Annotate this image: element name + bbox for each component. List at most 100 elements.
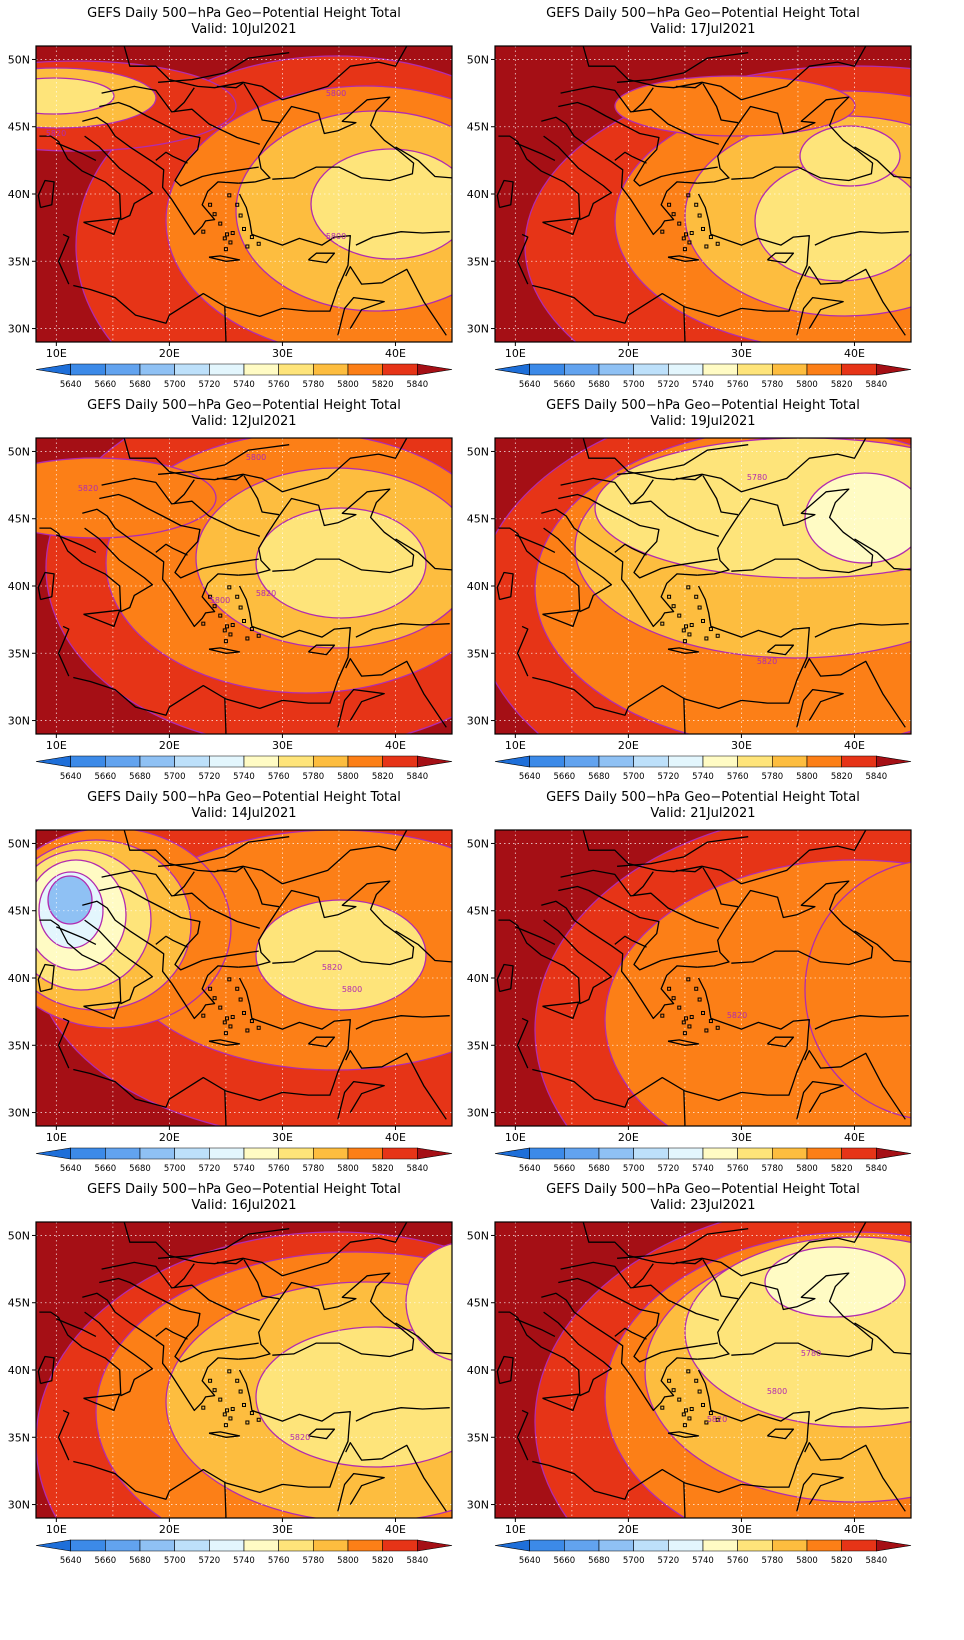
lon-tick-label: 40E [385, 1131, 406, 1144]
coastline [697, 96, 874, 184]
coastline [854, 930, 911, 963]
colorbar-swatch [841, 363, 877, 376]
lat-tick-label: 35N [8, 1039, 30, 1052]
coastline [208, 647, 241, 654]
colorbar-swatch [876, 363, 912, 376]
coastline [83, 1001, 121, 1020]
island [660, 1013, 665, 1018]
colorbar-tick-label: 5720 [658, 1164, 680, 1174]
height-field: 5800 5800 5820 [36, 46, 452, 342]
contour-band [310, 148, 452, 260]
colorbar-swatch [841, 1539, 877, 1552]
colorbar-swatch [564, 755, 600, 768]
island [697, 213, 702, 218]
colorbar-tick-label: 5820 [831, 380, 853, 390]
coastline [667, 1039, 700, 1046]
coastline [675, 1257, 704, 1265]
coastline [617, 836, 749, 867]
lon-tick-label: 10E [46, 347, 67, 360]
coastline [216, 1257, 245, 1265]
island [225, 1408, 230, 1413]
lat-tick-label: 40N [8, 972, 30, 985]
coastline [123, 830, 408, 885]
colorbar-tick-label: 5760 [727, 380, 749, 390]
island [694, 986, 699, 991]
island [235, 1378, 240, 1383]
lon-tick-label: 40E [385, 347, 406, 360]
coastline [683, 697, 686, 734]
colorbar-tick-label: 5780 [303, 1556, 325, 1566]
coastline [632, 1263, 654, 1289]
coastline [224, 305, 227, 342]
height-field: 5780 5820 [495, 438, 911, 734]
colorbar-swatch [598, 1147, 634, 1160]
colorbar-tick-label: 5700 [623, 1164, 645, 1174]
coastline [101, 477, 260, 537]
colorbar-swatch [806, 755, 842, 768]
colorbar-tick-label: 5640 [60, 380, 82, 390]
island [671, 1388, 676, 1393]
colorbar-swatch [841, 1147, 877, 1160]
coastline [766, 1428, 795, 1440]
island [249, 627, 254, 632]
lon-tick-label: 20E [159, 739, 180, 752]
coastline [158, 1228, 290, 1259]
coastline [208, 1039, 241, 1046]
coastline [541, 508, 698, 628]
island [715, 241, 720, 246]
colorbar-tick-label: 5720 [658, 772, 680, 782]
coastline [558, 1277, 718, 1363]
colorbar-swatch [35, 363, 71, 376]
lon-tick-label: 30E [731, 739, 752, 752]
coastline [216, 81, 245, 89]
colorbar-swatch [139, 1539, 175, 1552]
lon-tick-label: 20E [618, 1523, 639, 1536]
coastline [667, 1431, 700, 1438]
island [686, 1369, 691, 1374]
island [682, 247, 687, 252]
coastline [498, 1311, 613, 1397]
lat-tick-label: 50N [8, 53, 30, 66]
coastline [83, 609, 121, 628]
colorbar-tick-label: 5840 [407, 1164, 429, 1174]
coastline [39, 135, 154, 221]
coastline [582, 46, 867, 101]
colorbar-swatch [737, 1539, 773, 1552]
colorbar-tick-label: 5660 [554, 772, 576, 782]
coastline [337, 1472, 385, 1512]
contour-label: 5820 [256, 589, 276, 598]
coastline [614, 935, 647, 948]
island [225, 232, 230, 237]
island [686, 585, 691, 590]
lon-tick-label: 20E [618, 739, 639, 752]
lat-tick-label: 30N [8, 323, 30, 336]
coastline [123, 1222, 408, 1277]
island [222, 1412, 227, 1417]
colorbar-swatch [564, 363, 600, 376]
island [228, 240, 233, 245]
colorbar-swatch [633, 1539, 669, 1552]
coastline [173, 87, 195, 113]
coastline [766, 1036, 795, 1048]
coastline [158, 836, 290, 867]
lon-tick-label: 40E [844, 739, 865, 752]
contour-band [764, 1246, 906, 1318]
coastline [804, 658, 906, 728]
coastline [560, 1261, 719, 1321]
lat-tick-label: 45N [8, 121, 30, 134]
coastline [614, 543, 647, 556]
island [694, 594, 699, 599]
colorbar-swatch [772, 363, 808, 376]
contour-band [804, 472, 911, 564]
colorbar-tick-label: 5780 [762, 380, 784, 390]
coastline [57, 625, 70, 677]
coastline [541, 116, 698, 236]
lat-tick-label: 30N [467, 715, 489, 728]
coastline [854, 1322, 911, 1355]
height-field: 5800 5820 5800 5820 [36, 438, 452, 734]
coastline [516, 1017, 529, 1069]
lat-tick-label: 35N [8, 255, 30, 268]
island [242, 1010, 246, 1015]
colorbar-swatch [209, 755, 245, 768]
panel-valid-date: Valid: 23Jul2021 [650, 1198, 755, 1213]
